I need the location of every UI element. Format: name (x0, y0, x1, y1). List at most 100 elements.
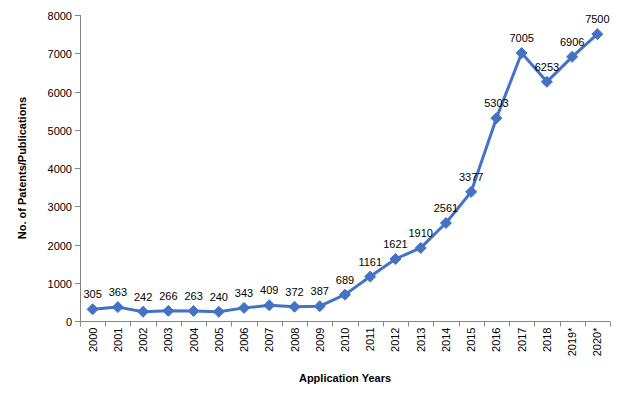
y-tick (75, 206, 80, 207)
x-tick-label: 2000 (87, 328, 99, 352)
data-point (592, 29, 603, 40)
chart-svg: 0 1000 2000 3000 4000 5000 6000 7000 8000 2000 200… (0, 0, 624, 401)
data-point (365, 271, 376, 282)
x-tick-label: 2016 (490, 328, 502, 352)
data-point (314, 301, 325, 312)
y-tick (75, 92, 80, 93)
x-tick-label: 2019* (566, 327, 578, 356)
y-tick-label: 2000 (48, 240, 72, 252)
x-tick (408, 322, 409, 327)
data-label: 242 (134, 291, 152, 303)
data-point (491, 113, 502, 124)
data-point (516, 48, 527, 59)
data-label: 263 (184, 290, 202, 302)
y-tick (75, 283, 80, 284)
data-point (112, 302, 123, 313)
data-point (415, 242, 426, 253)
x-tick-label: 2003 (162, 328, 174, 352)
x-tick-label: 2004 (188, 328, 200, 352)
x-axis-title: Application Years (299, 372, 391, 384)
x-tick-label: 2006 (238, 328, 250, 352)
y-tick (75, 53, 80, 54)
data-point (213, 306, 224, 317)
y-tick-label: 8000 (48, 10, 72, 22)
x-tick (105, 322, 106, 327)
x-tick (433, 322, 434, 327)
data-point (264, 300, 275, 311)
chart-container: 0 1000 2000 3000 4000 5000 6000 7000 8000 2000 200… (0, 0, 624, 401)
y-tick (75, 168, 80, 169)
data-label: 1910 (408, 227, 432, 239)
y-tick-label: 3000 (48, 201, 72, 213)
x-tick-label: 2008 (289, 328, 301, 352)
x-tick (610, 322, 611, 327)
y-tick (75, 15, 80, 16)
data-label: 387 (311, 285, 329, 297)
x-tick (560, 322, 561, 327)
plot-area (87, 29, 603, 318)
y-tick-label: 5000 (48, 125, 72, 137)
y-tick-label: 6000 (48, 87, 72, 99)
x-tick (585, 322, 586, 327)
y-tick (75, 130, 80, 131)
y-axis-line (80, 15, 81, 321)
x-axis-line (80, 321, 610, 322)
x-tick (156, 322, 157, 327)
data-point (289, 301, 300, 312)
data-point (138, 306, 149, 317)
x-tick (80, 322, 81, 327)
data-label: 1621 (383, 238, 407, 250)
x-tick-label: 2010 (339, 328, 351, 352)
x-tick (307, 322, 308, 327)
data-label: 6253 (535, 61, 559, 73)
data-label: 3377 (459, 171, 483, 183)
x-tick (459, 322, 460, 327)
x-tick-label: 2005 (213, 328, 225, 352)
data-label: 689 (336, 274, 354, 286)
x-tick (383, 322, 384, 327)
data-label: 266 (159, 290, 177, 302)
x-tick (509, 322, 510, 327)
y-tick-label: 4000 (48, 163, 72, 175)
data-point (390, 253, 401, 264)
data-label: 6906 (560, 36, 584, 48)
x-tick-label: 2012 (389, 328, 401, 352)
data-label: 7005 (509, 32, 533, 44)
x-tick-label: 2007 (263, 328, 275, 352)
x-tick (332, 322, 333, 327)
y-axis-title: No. of Patents/Publications (16, 97, 28, 239)
data-point (340, 289, 351, 300)
y-tick (75, 245, 80, 246)
x-tick (130, 322, 131, 327)
x-tick-label: 2017 (516, 328, 528, 352)
data-label: 372 (285, 286, 303, 298)
x-tick-label: 2009 (314, 328, 326, 352)
x-tick (231, 322, 232, 327)
data-label: 363 (109, 286, 127, 298)
x-tick-label: 2013 (415, 328, 427, 352)
y-tick-label: 0 (66, 316, 72, 328)
data-point (87, 304, 98, 315)
x-tick-label: 2015 (465, 328, 477, 352)
data-point (541, 76, 552, 87)
data-label: 409 (260, 284, 278, 296)
data-point (466, 186, 477, 197)
x-tick (206, 322, 207, 327)
data-line (93, 34, 598, 312)
y-tick-label: 7000 (48, 48, 72, 60)
data-label: 2561 (434, 202, 458, 214)
data-point (567, 51, 578, 62)
data-label: 1161 (358, 256, 382, 268)
data-point (440, 218, 451, 229)
x-tick (484, 322, 485, 327)
data-label: 7500 (585, 13, 609, 25)
y-tick (75, 321, 80, 322)
data-label: 305 (83, 288, 101, 300)
x-tick (181, 322, 182, 327)
data-label: 5303 (484, 97, 508, 109)
x-tick (282, 322, 283, 327)
y-tick-label: 1000 (48, 278, 72, 290)
x-tick (257, 322, 258, 327)
data-label: 240 (210, 291, 228, 303)
data-point (163, 305, 174, 316)
